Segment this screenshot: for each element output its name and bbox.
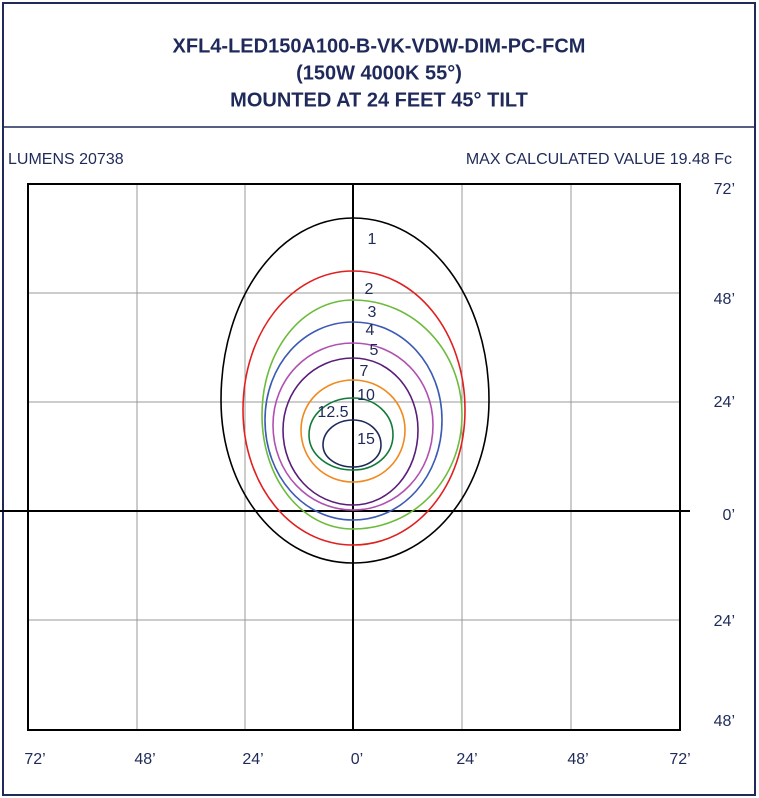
- x-axis-label: 72’: [669, 751, 690, 768]
- contour-label: 15: [357, 431, 375, 448]
- x-axis-label: 48’: [567, 751, 588, 768]
- x-axis-label: 24’: [242, 751, 263, 768]
- contour: [261, 299, 463, 530]
- x-axis-label: 0’: [351, 751, 363, 768]
- title-line: MOUNTED AT 24 FEET 45° TILT: [230, 89, 528, 111]
- y-axis-label: 24’: [714, 394, 735, 411]
- contour: [220, 217, 490, 564]
- y-axis-label: 0’: [723, 507, 735, 524]
- contour-label: 4: [366, 322, 375, 339]
- contour-label: 10: [357, 387, 375, 404]
- y-axis-label: 48’: [714, 291, 735, 308]
- title-line: XFL4-LED150A100-B-VK-VDW-DIM-PC-FCM: [173, 35, 586, 57]
- contour-label: 3: [368, 304, 377, 321]
- contour: [282, 357, 419, 506]
- y-axis-label: 48’: [714, 713, 735, 730]
- contour-label: 7: [360, 363, 369, 380]
- contour-label: 5: [370, 342, 379, 359]
- contour: [242, 270, 466, 546]
- lumens: LUMENS 20738: [8, 151, 124, 168]
- x-axis-label: 48’: [134, 751, 155, 768]
- x-axis-label: 72’: [24, 751, 45, 768]
- contour-label: 1: [368, 231, 377, 248]
- y-axis-label: 72’: [714, 181, 735, 198]
- contour-label: 12.5: [317, 404, 348, 421]
- contour: [272, 342, 434, 511]
- title-line: (150W 4000K 55°): [296, 62, 462, 84]
- contour-label: 2: [365, 281, 374, 298]
- contour: [264, 321, 443, 521]
- y-axis-label: 24’: [714, 613, 735, 630]
- contour: [308, 397, 394, 471]
- contour: [300, 379, 406, 483]
- contour: [322, 419, 382, 468]
- x-axis-label: 24’: [456, 751, 477, 768]
- max-value: MAX CALCULATED VALUE 19.48 Fc: [466, 151, 732, 168]
